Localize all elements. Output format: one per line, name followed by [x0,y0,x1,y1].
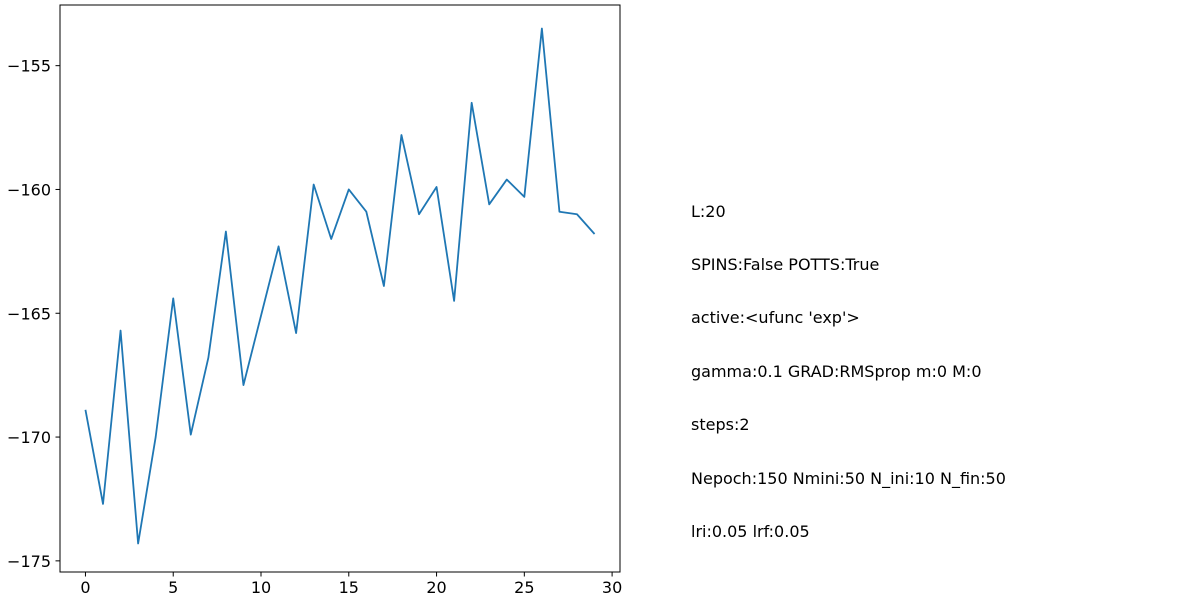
x-axis: 0 5 10 15 20 25 30 [80,572,622,597]
info-line-size: L:20 [691,203,1006,221]
y-tick-label: −160 [7,180,51,199]
info-line-epochs: Nepoch:150 Nmini:50 N_ini:10 N_fin:50 [691,470,1006,488]
y-axis: −155 −160 −165 −170 −175 [7,57,60,571]
info-line-optimizer: gamma:0.1 GRAD:RMSprop m:0 M:0 [691,363,1006,381]
x-tick-label: 20 [426,578,446,597]
y-tick-label: −175 [7,552,51,571]
run-parameters-text: L:20 SPINS:False POTTS:True active:<ufun… [691,167,1006,559]
x-tick-label: 15 [339,578,359,597]
x-tick-label: 30 [602,578,622,597]
info-line-steps: steps:2 [691,416,1006,434]
y-tick-label: −165 [7,304,51,323]
y-tick-label: −155 [7,57,51,76]
info-line-spins: SPINS:False POTTS:True [691,256,1006,274]
y-tick-label: −170 [7,428,51,447]
x-tick-label: 0 [80,578,90,597]
x-tick-label: 5 [168,578,178,597]
x-tick-label: 25 [514,578,534,597]
info-line-learning-rates: lri:0.05 lrf:0.05 [691,523,1006,541]
x-tick-label: 10 [251,578,271,597]
info-line-activation: active:<ufunc 'exp'> [691,309,1006,327]
